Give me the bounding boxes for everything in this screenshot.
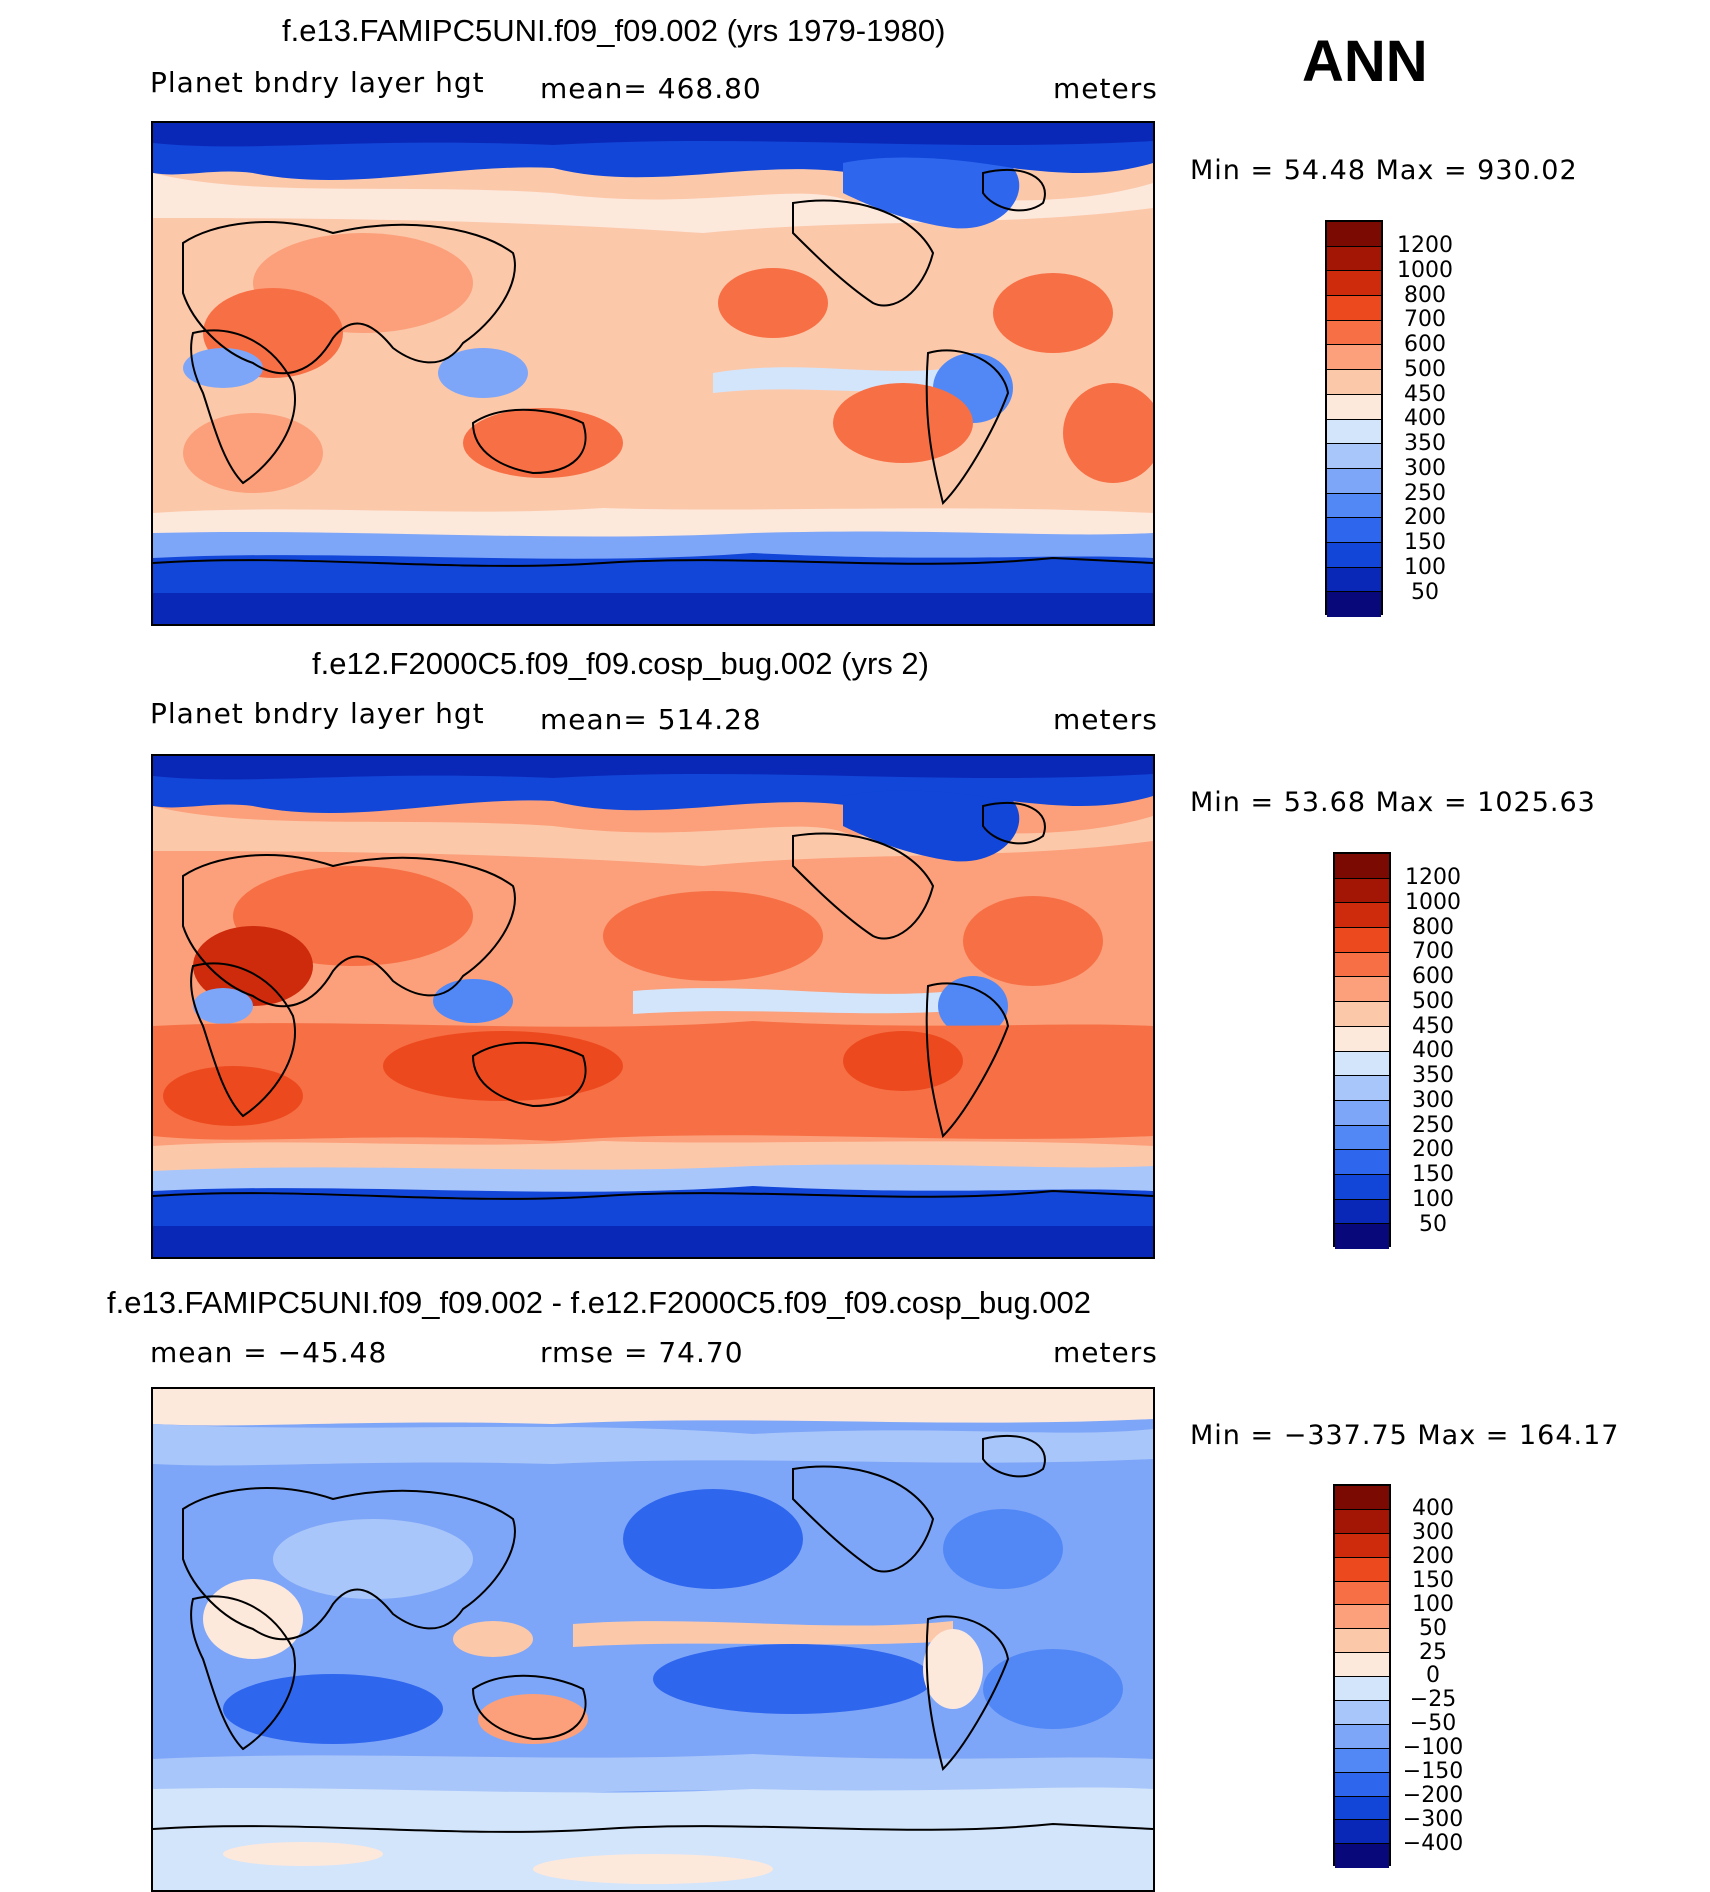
colorbar-tick-label: 100 <box>1412 1187 1454 1212</box>
panel-2-mean-label: mean= 514.28 <box>540 703 762 736</box>
panel-2-map <box>151 754 1155 1259</box>
panel-3-rmse-label: rmse = 74.70 <box>540 1336 744 1369</box>
colorbar-tick-label: 500 <box>1404 357 1446 382</box>
colorbar-tick-label: 1000 <box>1405 890 1461 915</box>
colorbar-tick-label: −150 <box>1402 1759 1464 1784</box>
panel-3-mean-label: mean = −45.48 <box>150 1336 388 1369</box>
colorbar-tick-label: 50 <box>1419 1616 1447 1641</box>
colorbar-tick-label: 600 <box>1404 332 1446 357</box>
colorbar-tick-label: 150 <box>1412 1162 1454 1187</box>
panel-3-title: f.e13.FAMIPC5UNI.f09_f09.002 - f.e12.F20… <box>107 1285 1092 1320</box>
panel-1-variable-label: Planet bndry layer hgt <box>150 66 485 99</box>
colorbar-tick-label: 800 <box>1404 283 1446 308</box>
panel-3-colorbar <box>1333 1484 1391 1869</box>
colorbar-tick-label: 500 <box>1412 989 1454 1014</box>
panel-1-map-field <box>153 123 1153 624</box>
panel-1-mean-label: mean= 468.80 <box>540 72 762 105</box>
colorbar-tick-label: 450 <box>1404 382 1446 407</box>
colorbar-tick-label: 200 <box>1412 1544 1454 1569</box>
panel-1-units-label: meters <box>1053 72 1158 105</box>
colorbar-tick-label: 350 <box>1404 431 1446 456</box>
colorbar-tick-label: 50 <box>1419 1212 1447 1237</box>
colorbar-tick-label: 700 <box>1404 307 1446 332</box>
panel-2-units-label: meters <box>1053 703 1158 736</box>
colorbar-tick-label: 1200 <box>1405 865 1461 890</box>
panel-1-colorbar <box>1325 220 1383 617</box>
panel-1-minmax: Min = 54.48 Max = 930.02 <box>1190 155 1578 186</box>
colorbar-tick-label: 450 <box>1412 1014 1454 1039</box>
colorbar-tick-label: 100 <box>1412 1592 1454 1617</box>
colorbar-tick-label: −300 <box>1402 1807 1464 1832</box>
colorbar-tick-label: 250 <box>1412 1113 1454 1138</box>
colorbar-tick-label: 0 <box>1426 1663 1440 1688</box>
colorbar-tick-label: 1200 <box>1397 233 1453 258</box>
colorbar-tick-label: 400 <box>1412 1038 1454 1063</box>
colorbar-tick-label: 350 <box>1412 1063 1454 1088</box>
colorbar-tick-label: 50 <box>1411 580 1439 605</box>
panel-2-map-field <box>153 756 1153 1257</box>
panel-2-colorbar <box>1333 852 1391 1249</box>
panel-2-minmax: Min = 53.68 Max = 1025.63 <box>1190 787 1596 818</box>
panel-2-variable-label: Planet bndry layer hgt <box>150 697 485 730</box>
panel-3-minmax: Min = −337.75 Max = 164.17 <box>1190 1420 1620 1451</box>
colorbar-tick-label: −400 <box>1402 1831 1464 1856</box>
colorbar-tick-label: 300 <box>1412 1088 1454 1113</box>
colorbar-tick-label: 300 <box>1412 1520 1454 1545</box>
panel-3-map-field <box>153 1389 1153 1890</box>
colorbar-tick-label: 100 <box>1404 555 1446 580</box>
colorbar-tick-label: −100 <box>1402 1735 1464 1760</box>
panel-3-map <box>151 1387 1155 1892</box>
colorbar-tick-label: 300 <box>1404 456 1446 481</box>
colorbar-tick-label: −25 <box>1409 1687 1457 1712</box>
colorbar-tick-label: 700 <box>1412 939 1454 964</box>
colorbar-tick-label: −200 <box>1402 1783 1464 1808</box>
colorbar-tick-label: 800 <box>1412 915 1454 940</box>
colorbar-tick-label: 150 <box>1404 530 1446 555</box>
colorbar-tick-label: 1000 <box>1397 258 1453 283</box>
panel-1-title: f.e13.FAMIPC5UNI.f09_f09.002 (yrs 1979-1… <box>282 13 946 48</box>
colorbar-tick-label: −50 <box>1409 1711 1457 1736</box>
colorbar-tick-label: 25 <box>1419 1640 1447 1665</box>
panel-2-title: f.e12.F2000C5.f09_f09.cosp_bug.002 (yrs … <box>312 646 929 681</box>
season-label: ANN <box>1302 29 1428 94</box>
panel-1-map <box>151 121 1155 626</box>
panel-3-units-label: meters <box>1053 1336 1158 1369</box>
colorbar-tick-label: 200 <box>1404 505 1446 530</box>
colorbar-tick-label: 400 <box>1412 1496 1454 1521</box>
colorbar-tick-label: 200 <box>1412 1137 1454 1162</box>
colorbar-tick-label: 150 <box>1412 1568 1454 1593</box>
colorbar-tick-label: 400 <box>1404 406 1446 431</box>
colorbar-tick-label: 250 <box>1404 481 1446 506</box>
colorbar-tick-label: 600 <box>1412 964 1454 989</box>
